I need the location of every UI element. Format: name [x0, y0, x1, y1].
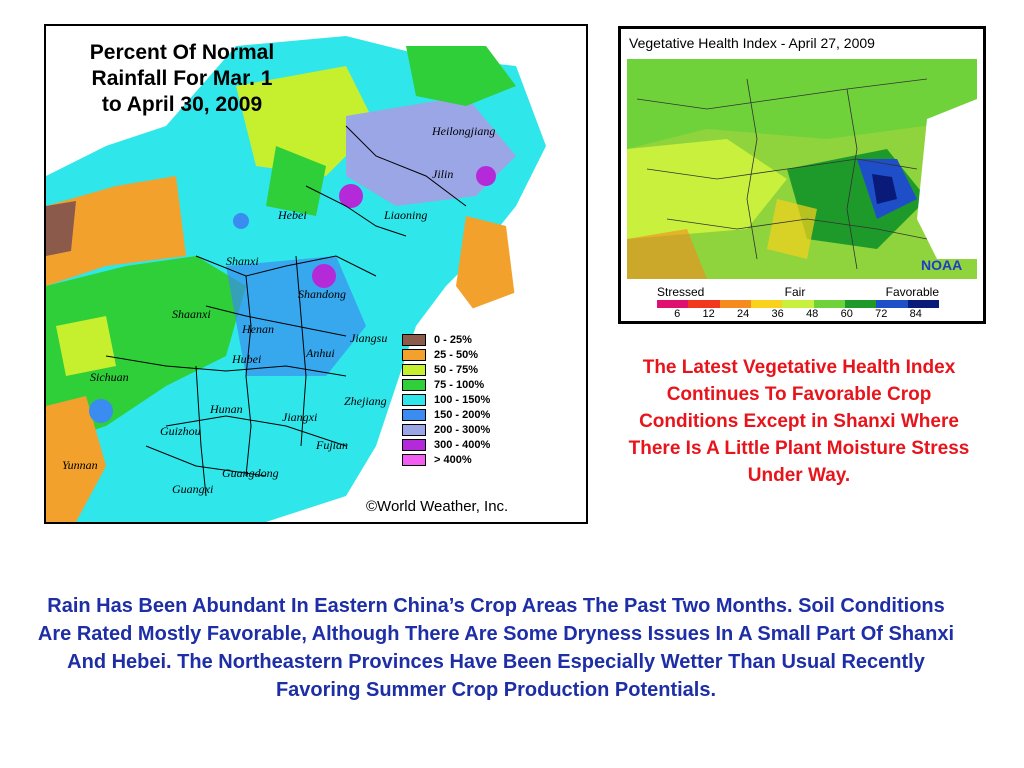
scale-word-fair: Fair [784, 285, 806, 299]
province-label-jiangxi: Jiangxi [282, 410, 318, 424]
province-label-jilin: Jilin [432, 167, 454, 181]
province-label-yunnan: Yunnan [62, 458, 98, 472]
legend-label: 75 - 100% [434, 378, 485, 391]
legend-row: 150 - 200% [402, 407, 522, 422]
scale-word-favorable: Favorable [885, 285, 939, 299]
scale-word-stressed: Stressed [657, 285, 705, 299]
color-bar-segment [657, 300, 689, 308]
rainfall-title-line-3: to April 30, 2009 [101, 93, 263, 116]
province-label-shandong: Shandong [298, 287, 346, 301]
province-label-jiangsu: Jiangsu [350, 331, 388, 345]
vhi-caption: The Latest Vegetative Health Index Conti… [628, 357, 970, 486]
province-label-fujian: Fujian [316, 438, 348, 452]
legend-row: 0 - 25% [402, 332, 522, 347]
color-bar-segment [844, 300, 877, 308]
rainfall-title-line-1: Percent Of Normal [89, 41, 275, 64]
legend-swatch [402, 333, 426, 346]
scale-tick: 48 [806, 308, 819, 320]
legend-row: > 400% [402, 452, 522, 467]
province-label-hebei: Hebei [278, 208, 307, 222]
province-label-guangxi: Guangxi [172, 482, 214, 496]
province-label-sichuan: Sichuan [90, 370, 129, 384]
legend-row: 75 - 100% [402, 377, 522, 392]
legend-label: 0 - 25% [434, 333, 472, 346]
legend-swatch [402, 423, 426, 436]
province-label-shaanxi: Shaanxi [172, 307, 211, 321]
legend-swatch [402, 363, 426, 376]
province-label-anhui: Anhui [306, 346, 335, 360]
legend-row: 100 - 150% [402, 392, 522, 407]
legend-label: 50 - 75% [434, 363, 479, 376]
legend-swatch [402, 393, 426, 406]
color-bar-segment [719, 300, 751, 308]
legend-label: > 400% [434, 453, 472, 466]
legend-label: 100 - 150% [434, 393, 491, 406]
vhi-scale-ticks: 6 12 24 36 48 60 72 84 [657, 308, 939, 320]
color-bar-segment [813, 300, 845, 308]
legend-swatch [402, 378, 426, 391]
vhi-color-bar [657, 300, 939, 308]
rainfall-title-line-2: Rainfall For Mar. 1 [91, 67, 273, 90]
legend-swatch [402, 348, 426, 361]
rainfall-map-image [46, 26, 586, 522]
province-label-guangdong: Guangdong [222, 466, 279, 480]
vhi-map-image [627, 59, 977, 279]
legend-row: 25 - 50% [402, 347, 522, 362]
vhi-scale: Stressed Fair Favorable 6 12 24 36 48 60… [657, 285, 939, 320]
province-label-guizhou: Guizhou [160, 424, 201, 438]
vhi-scale-words: Stressed Fair Favorable [657, 285, 939, 299]
summary-caption: Rain Has Been Abundant In Eastern China’… [37, 595, 955, 701]
color-bar-segment [750, 300, 783, 308]
rainfall-legend: 0 - 25% 25 - 50% 50 - 75% 75 - 100% 100 … [402, 332, 522, 467]
legend-row: 200 - 300% [402, 422, 522, 437]
rainfall-map: Percent Of Normal Rainfall For Mar. 1 to… [44, 24, 588, 524]
scale-tick: 60 [840, 308, 853, 320]
noaa-label: NOAA [921, 257, 963, 273]
legend-swatch [402, 453, 426, 466]
scale-tick: 24 [737, 308, 750, 320]
legend-label: 300 - 400% [434, 438, 491, 451]
color-bar-segment [688, 300, 720, 308]
scale-tick: 72 [875, 308, 888, 320]
province-label-henan: Henan [242, 322, 274, 336]
legend-row: 50 - 75% [402, 362, 522, 377]
vhi-map: Vegetative Health Index - April 27, 2009… [618, 26, 986, 324]
scale-tick: 12 [702, 308, 715, 320]
province-label-hubei: Hubei [232, 352, 262, 366]
province-label-liaoning: Liaoning [384, 208, 428, 222]
province-label-zhejiang: Zhejiang [344, 394, 387, 408]
rainfall-copyright: ©World Weather, Inc. [366, 498, 509, 515]
legend-label: 25 - 50% [434, 348, 479, 361]
scale-tick: 36 [771, 308, 784, 320]
province-label-hunan: Hunan [210, 402, 243, 416]
legend-label: 150 - 200% [434, 408, 491, 421]
legend-swatch [402, 438, 426, 451]
scale-tick: 6 [674, 308, 681, 320]
scale-tick: 84 [909, 308, 922, 320]
color-bar-segment [876, 300, 908, 308]
legend-label: 200 - 300% [434, 423, 491, 436]
color-bar-segment [907, 300, 939, 308]
province-label-shanxi: Shanxi [226, 254, 259, 268]
legend-row: 300 - 400% [402, 437, 522, 452]
color-bar-segment [782, 300, 814, 308]
legend-swatch [402, 408, 426, 421]
rainfall-map-title: Percent Of Normal Rainfall For Mar. 1 to… [62, 40, 302, 118]
vhi-map-title: Vegetative Health Index - April 27, 2009 [629, 35, 875, 51]
province-label-heilongjiang: Heilongjiang [432, 124, 496, 138]
